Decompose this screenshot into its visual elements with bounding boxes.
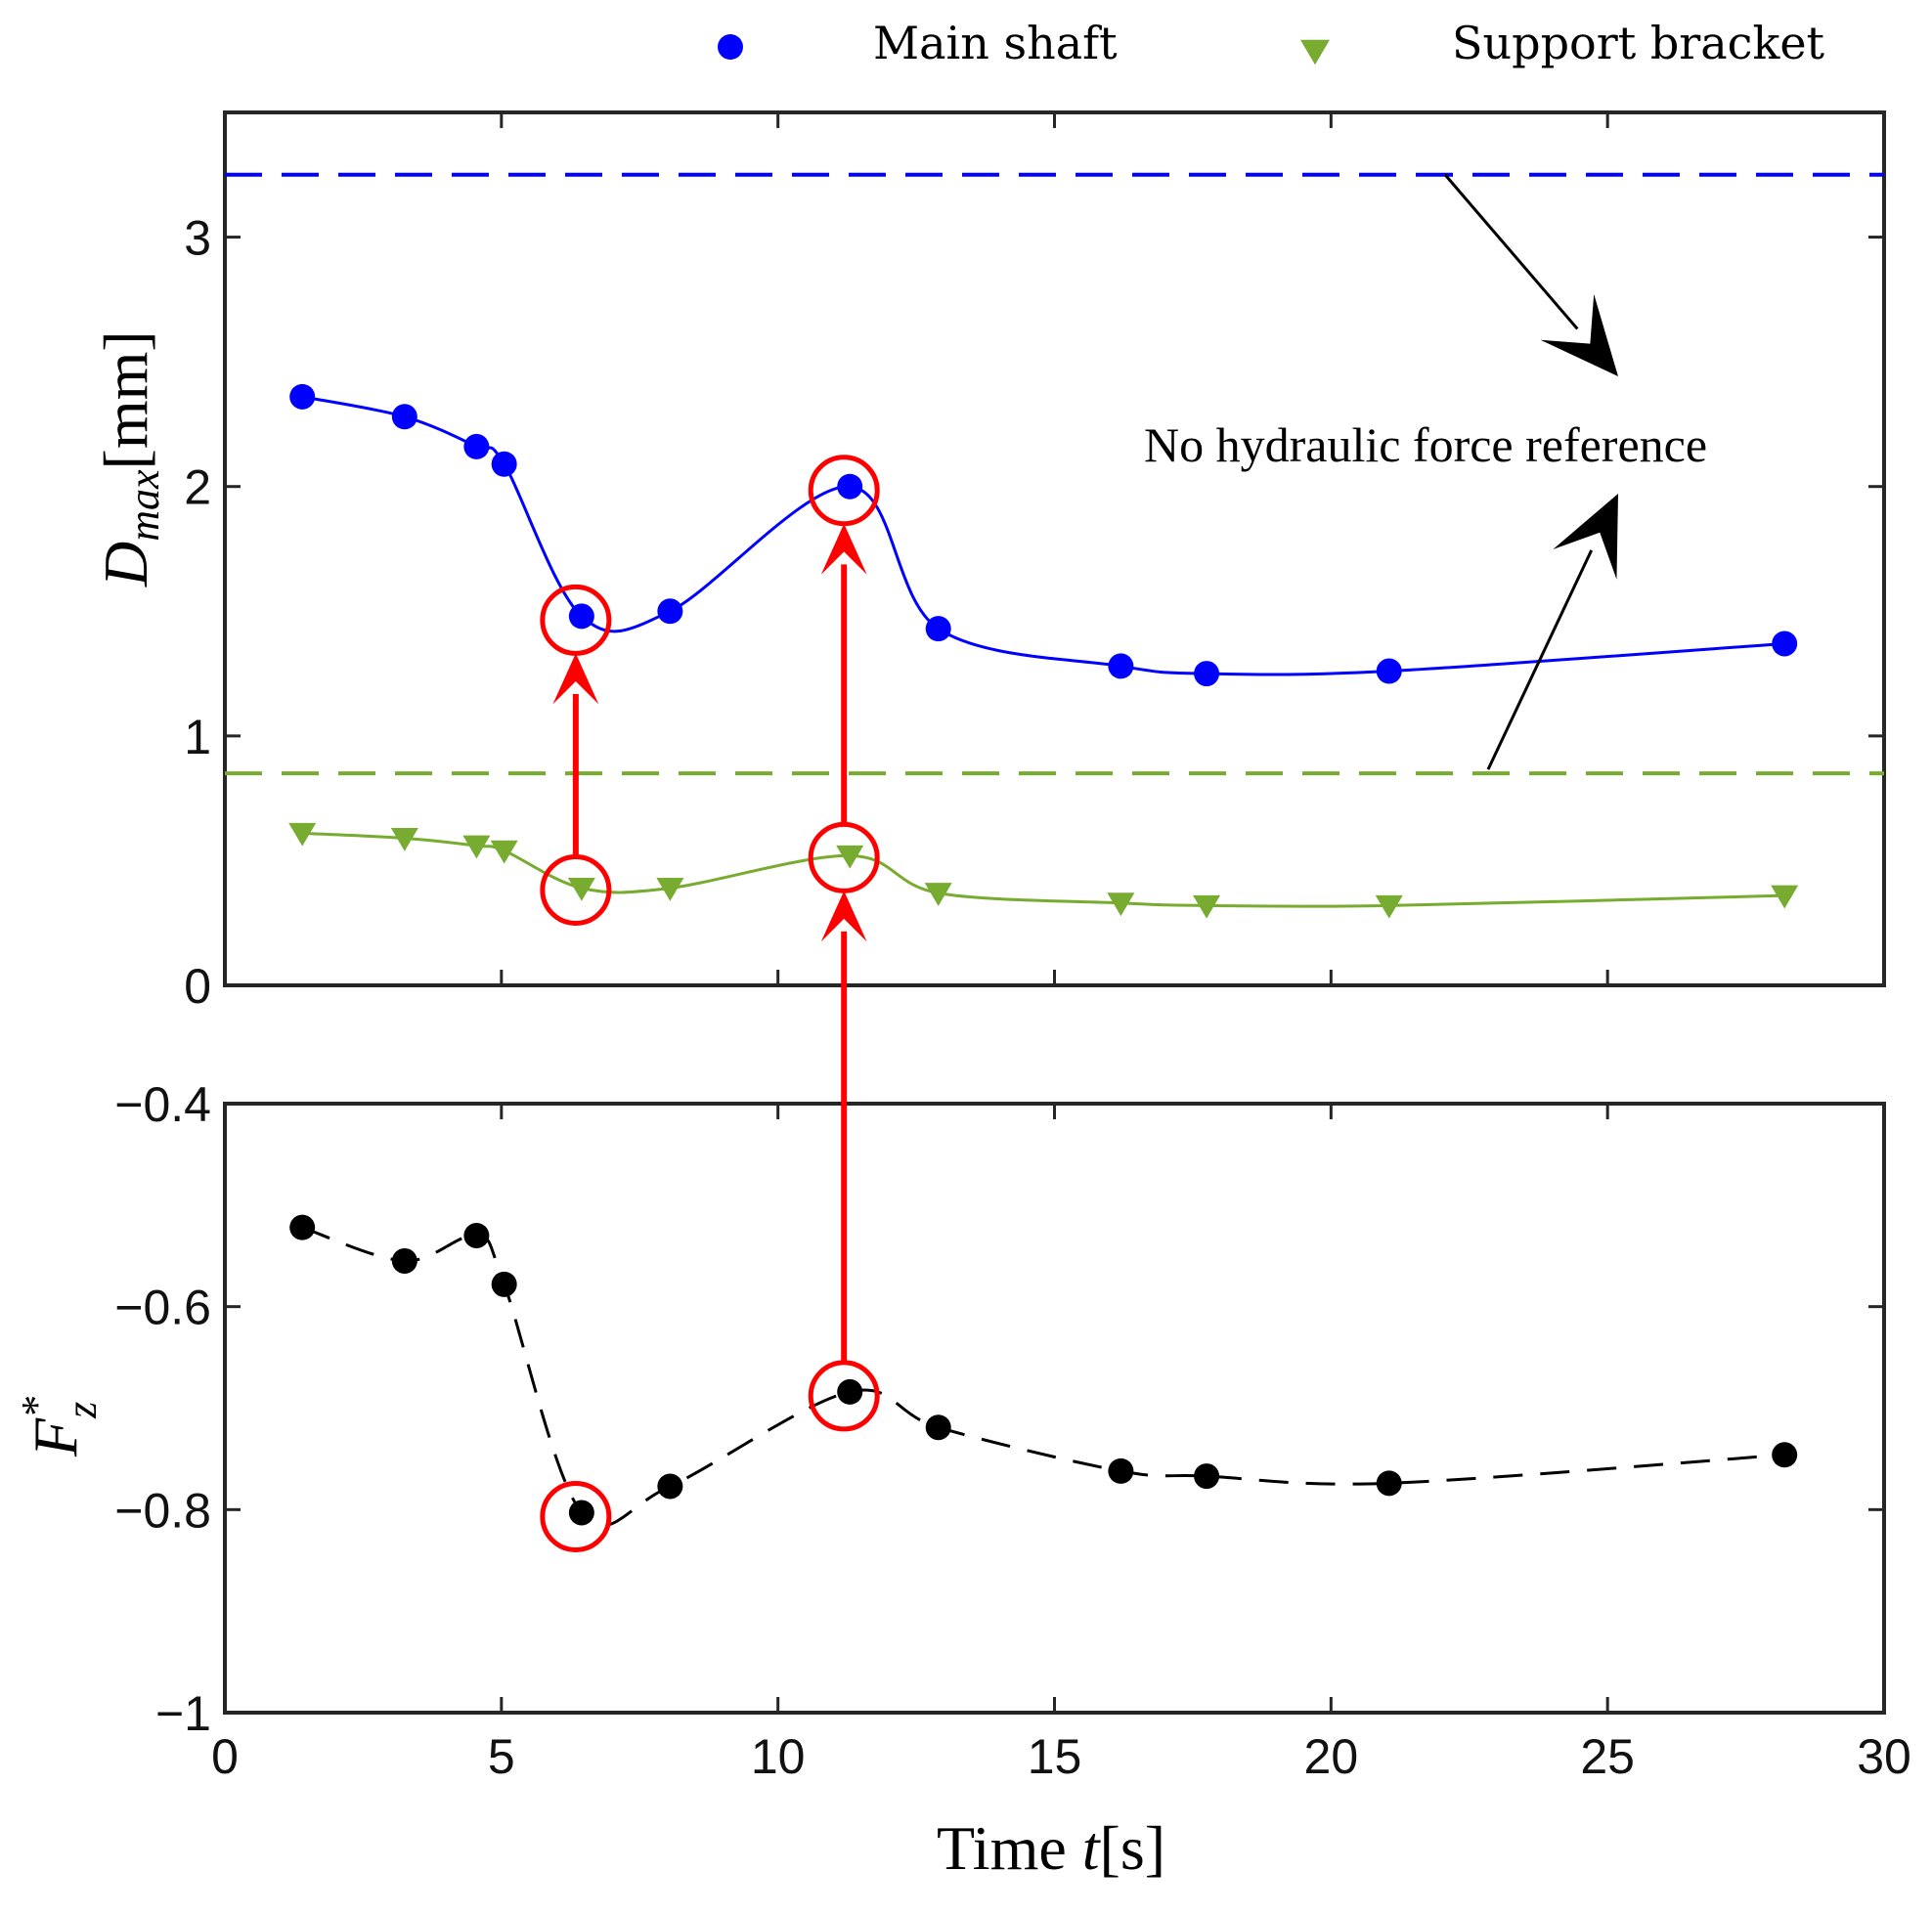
main-shaft-point	[463, 433, 490, 459]
xtick-label: 20	[1304, 1729, 1359, 1784]
red-arrow-3-head	[820, 891, 867, 942]
red-arrow-2-head	[820, 523, 867, 575]
support-bracket-point	[490, 840, 518, 864]
red-arrow-3	[820, 891, 867, 1363]
force-point	[463, 1222, 490, 1248]
force-point	[1376, 1470, 1402, 1497]
text-layer: Main shaft Support bracket No hydraulic …	[13, 17, 1911, 1883]
support-bracket-point	[1193, 894, 1221, 919]
top-plot-frame	[223, 110, 1886, 987]
axes-layer	[223, 110, 1886, 1715]
support-bracket-point	[836, 845, 864, 869]
red-arrow-2	[820, 523, 867, 825]
main-shaft-point	[657, 598, 683, 625]
x-axis-label-main: Time	[937, 1813, 1082, 1883]
annotation-arrow-up-shaft	[1486, 549, 1594, 770]
bottom-ytick-label: −0.6	[114, 1281, 211, 1335]
force-point	[491, 1271, 517, 1297]
red-arrow-1-head	[552, 653, 599, 705]
top-ytick-label: 1	[184, 710, 211, 764]
xtick-label: 5	[488, 1729, 515, 1784]
support-bracket-point	[1107, 892, 1135, 917]
bottom-ylabel-superscript: *	[13, 1397, 61, 1418]
xtick-label: 15	[1028, 1729, 1082, 1784]
bottom-ytick-label: −0.4	[114, 1077, 211, 1132]
force-point	[391, 1247, 417, 1274]
force-point	[568, 1500, 594, 1526]
bottom-ylabel-main: F	[21, 1417, 90, 1457]
force-point	[1194, 1463, 1220, 1490]
annotation-arrow-down-shaft	[1443, 173, 1579, 330]
support-bracket-point	[656, 877, 684, 901]
series-markers-layer	[288, 34, 1799, 1526]
main-shaft-point	[1108, 653, 1134, 679]
support-bracket-point	[924, 883, 952, 906]
xtick-label: 30	[1857, 1729, 1911, 1784]
force-point	[925, 1414, 951, 1441]
main-shaft-point	[391, 404, 417, 430]
annotation-arrow-down-head	[1540, 293, 1618, 376]
main-shaft-point	[1194, 661, 1220, 687]
annotation-arrow-up	[1486, 494, 1618, 770]
top-ytick-label: 3	[184, 211, 211, 266]
force-point	[837, 1378, 863, 1405]
svg-text:F*z: F*z	[13, 1397, 106, 1457]
highlight-circle-force	[540, 1480, 612, 1552]
reference-lines-layer	[225, 172, 1884, 776]
annotation-arrow-down	[1443, 173, 1618, 376]
legend-marker-main-shaft	[718, 34, 743, 60]
force-point	[1108, 1457, 1134, 1484]
legend-label-main-shaft: Main shaft	[873, 17, 1118, 69]
support-bracket-point	[390, 827, 418, 851]
x-axis-label: Time t[s]	[937, 1813, 1165, 1883]
support-bracket-line	[302, 831, 1785, 908]
main-shaft-point	[837, 473, 863, 500]
main-shaft-point	[289, 383, 316, 410]
red-arrow-1	[552, 653, 599, 857]
main-shaft-point	[1772, 631, 1798, 657]
main-shaft-point	[568, 603, 594, 630]
series-lines-layer	[301, 395, 1785, 1528]
annotation-text: No hydraulic force reference	[1144, 417, 1707, 472]
bottom-ylabel-subscript: z	[58, 1402, 106, 1419]
x-axis-label-italic: t	[1082, 1813, 1102, 1883]
x-axis-label-unit: [s]	[1100, 1813, 1166, 1883]
svg-text:Dmax[mm]: Dmax[mm]	[91, 330, 168, 587]
support-bracket-point	[288, 822, 317, 847]
bottom-ytick-label: −0.8	[114, 1483, 211, 1538]
support-bracket-point	[1375, 894, 1403, 919]
top-ytick-label: 0	[184, 959, 211, 1014]
force-line	[301, 1226, 1785, 1528]
xtick-label: 25	[1580, 1729, 1635, 1784]
main-shaft-point	[1376, 658, 1402, 684]
bottom-plot-frame	[223, 1102, 1886, 1715]
xtick-label: 10	[751, 1729, 806, 1784]
main-shaft-point	[925, 616, 951, 642]
force-point	[657, 1473, 683, 1500]
legend-marker-support-bracket	[1300, 39, 1330, 65]
highlight-layer	[540, 173, 1618, 1552]
top-ylabel-subscript: max	[120, 469, 168, 542]
top-ylabel-unit: [mm]	[91, 330, 160, 469]
legend-label-support-bracket: Support bracket	[1452, 17, 1825, 69]
top-ytick-label: 2	[184, 460, 211, 515]
xtick-label: 0	[211, 1729, 239, 1784]
bottom-ytick-label: −1	[155, 1686, 211, 1741]
top-ylabel: Dmax[mm]	[91, 330, 168, 587]
bottom-ylabel: F*z	[13, 1397, 106, 1457]
main-shaft-point	[491, 451, 517, 477]
support-bracket-point	[462, 835, 491, 859]
support-bracket-point	[1771, 885, 1799, 909]
annotation-arrow-up-head	[1553, 494, 1618, 580]
force-point	[289, 1214, 316, 1240]
top-ylabel-main: D	[91, 542, 160, 587]
force-point	[1772, 1442, 1798, 1468]
support-bracket-point	[567, 877, 595, 901]
